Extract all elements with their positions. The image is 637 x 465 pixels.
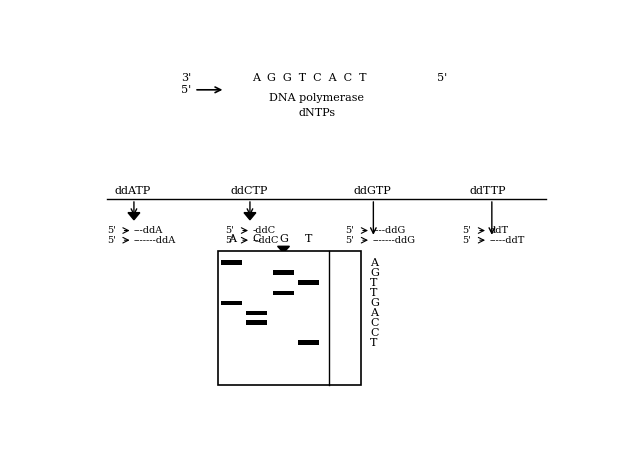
Text: G: G (370, 298, 379, 308)
Bar (298, 280, 318, 285)
Bar (246, 320, 267, 325)
Text: C: C (252, 234, 261, 244)
Text: ddTTP: ddTTP (469, 186, 506, 196)
Text: 5': 5' (438, 73, 448, 83)
Text: G: G (279, 234, 288, 244)
Text: T: T (370, 288, 377, 298)
Text: T: T (370, 338, 377, 348)
Text: 5': 5' (345, 226, 354, 235)
Text: ddATP: ddATP (114, 186, 150, 196)
Text: 3': 3' (181, 73, 191, 83)
Text: G: G (370, 268, 379, 278)
Text: ddT: ddT (489, 226, 508, 235)
Text: C: C (370, 318, 378, 327)
Text: 5': 5' (225, 226, 234, 235)
Text: 5': 5' (345, 236, 354, 245)
Text: A: A (227, 234, 236, 244)
Bar (273, 291, 294, 295)
Text: 5': 5' (462, 236, 471, 245)
Text: C: C (370, 327, 378, 338)
Text: ----ddG: ----ddG (373, 226, 406, 235)
Polygon shape (278, 246, 289, 253)
Text: 5': 5' (107, 236, 116, 245)
Text: 5': 5' (107, 226, 116, 235)
Text: 5': 5' (181, 85, 191, 95)
Bar (221, 260, 242, 265)
Text: --ddC: --ddC (252, 236, 279, 245)
Polygon shape (128, 213, 140, 220)
Text: ---ddA: ---ddA (134, 226, 163, 235)
Bar (298, 340, 318, 345)
Text: T: T (370, 278, 377, 288)
Text: A  G  G  T  C  A  C  T: A G G T C A C T (252, 73, 366, 83)
Text: 5': 5' (462, 226, 471, 235)
Bar (218, 251, 361, 385)
Bar (273, 271, 294, 275)
Text: ddGTP: ddGTP (354, 186, 391, 196)
Bar (221, 300, 242, 305)
Text: -ddC: -ddC (252, 226, 276, 235)
Text: 5': 5' (225, 236, 234, 245)
Polygon shape (244, 213, 256, 220)
Text: A: A (370, 308, 378, 318)
Text: ddCTP: ddCTP (230, 186, 268, 196)
Text: -----ddT: -----ddT (489, 236, 525, 245)
Text: -------ddG: -------ddG (373, 236, 415, 245)
Text: -------ddA: -------ddA (134, 236, 176, 245)
Text: DNA polymerase
dNTPs: DNA polymerase dNTPs (269, 93, 364, 118)
Text: A: A (370, 258, 378, 268)
Text: T: T (304, 234, 312, 244)
Bar (246, 311, 267, 315)
